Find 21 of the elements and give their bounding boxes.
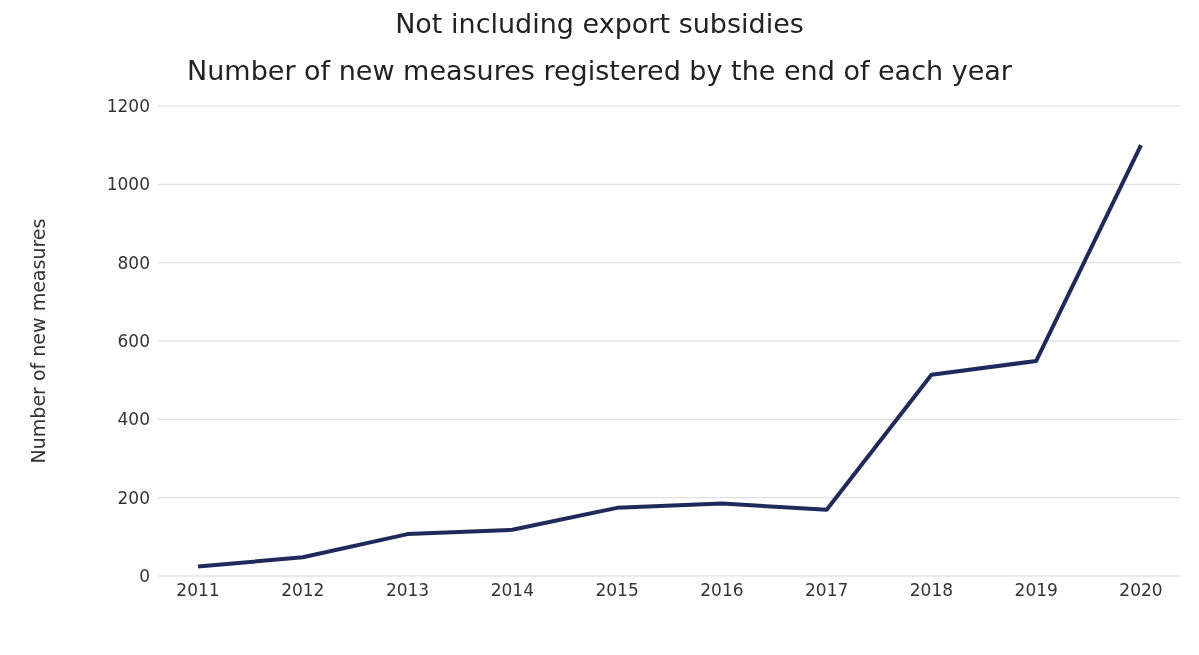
y-tick-label: 800 — [117, 252, 150, 273]
x-tick-label: 2020 — [1119, 580, 1163, 601]
y-tick-label: 200 — [117, 487, 150, 508]
x-tick-label: 2014 — [490, 580, 534, 601]
y-tick-label: 1000 — [106, 174, 150, 195]
y-tick-label: 0 — [139, 566, 150, 587]
x-tick-label: 2017 — [805, 580, 849, 601]
x-tick-label: 2012 — [281, 580, 325, 601]
chart-subtitle: Number of new measures registered by the end of each year — [186, 55, 1013, 86]
x-tick-label: 2016 — [700, 580, 744, 601]
chart-title: Not including export subsidies — [394, 8, 805, 39]
y-tick-label: 400 — [117, 409, 150, 430]
y-tick-label: 1200 — [106, 96, 150, 117]
x-tick-label: 2019 — [1014, 580, 1058, 601]
y-tick-label: 600 — [117, 331, 150, 352]
x-tick-label: 2018 — [909, 580, 954, 601]
x-tick-label: 2013 — [385, 580, 430, 601]
y-axis-title: Number of new measures — [26, 218, 49, 464]
x-tick-label: 2011 — [176, 580, 220, 601]
line-series — [196, 143, 1143, 569]
x-tick-label: 2015 — [595, 580, 639, 601]
